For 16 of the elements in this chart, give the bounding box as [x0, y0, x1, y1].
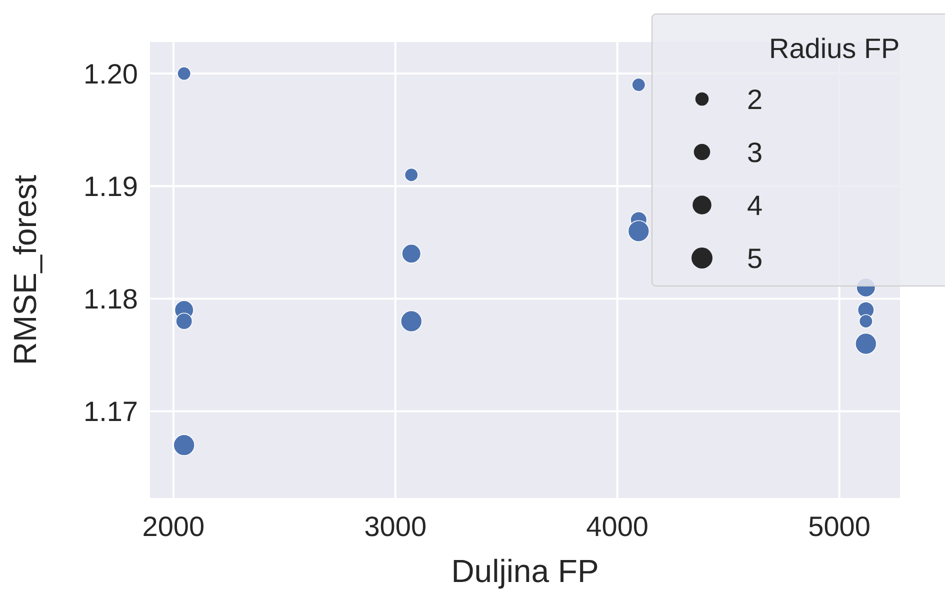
y-tick-label: 1.19: [84, 170, 138, 202]
size-legend: Radius FP 2 3 4 5: [652, 14, 945, 286]
y-tick-label: 1.17: [84, 396, 138, 428]
x-tick-label: 4000: [586, 511, 648, 542]
x-tick-label: 3000: [364, 511, 427, 542]
y-axis-title: RMSE_forest: [7, 174, 43, 366]
legend-title: Radius FP: [769, 33, 900, 64]
x-tick-label: 5000: [808, 511, 870, 542]
legend-label: 4: [747, 190, 763, 221]
y-tick-label: 1.20: [84, 58, 138, 90]
legend-label: 3: [747, 136, 763, 168]
legend-label: 5: [747, 242, 763, 274]
y-tick-label: 1.18: [84, 284, 138, 315]
x-axis-title: Duljina FP: [451, 553, 599, 589]
x-tick-label: 2000: [142, 511, 205, 542]
legend-label: 2: [747, 84, 763, 115]
